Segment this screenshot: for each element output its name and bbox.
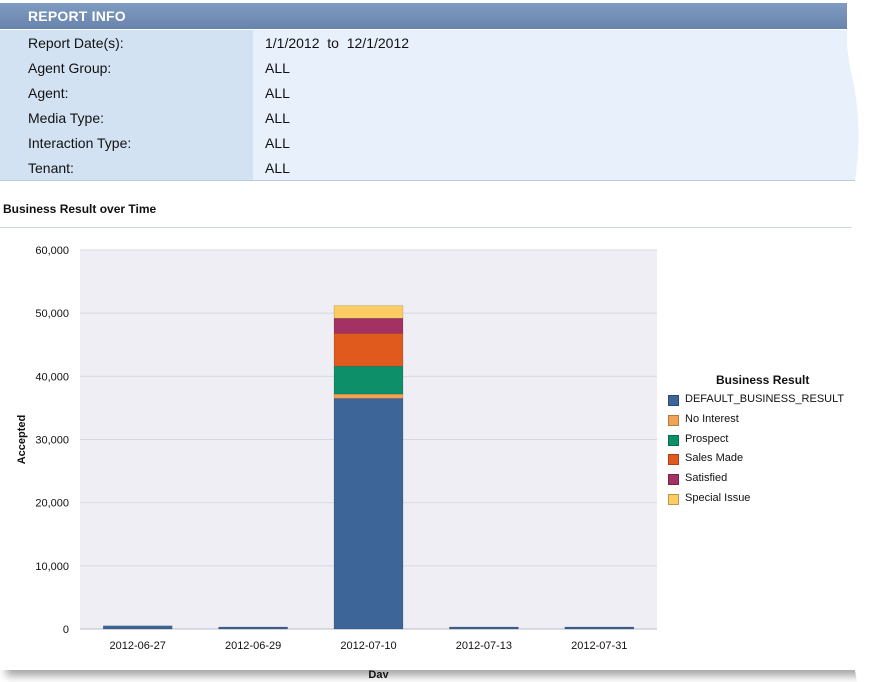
legend-label: DEFAULT_BUSINESS_RESULT [685,393,845,405]
legend-label: No Interest [685,412,739,425]
x-tick-label: 2012-07-31 [571,640,627,652]
chart-section-title: Business Result over Time [3,202,157,216]
legend-label: Satisfied [685,472,728,485]
y-tick-label: 40,000 [35,371,69,383]
x-tick-label: 2012-07-10 [340,640,396,652]
row-value: ALL [265,85,290,101]
row-label: Tenant: [28,160,74,176]
row-label: Agent: [28,85,69,101]
x-tick-label: 2012-06-27 [110,640,166,652]
row-value: ALL [265,110,290,126]
report-info-table: Report Date(s): 1/1/2012 to 12/1/2012 Ag… [0,30,872,181]
legend-label: Prospect [685,432,729,445]
legend-title: Business Result [716,373,810,387]
legend-swatch [668,414,679,426]
legend-label: Sales Made [685,452,744,465]
report-info-row-dates: Report Date(s): 1/1/2012 to 12/1/2012 [0,30,872,55]
bar-segment [449,626,519,630]
y-tick-label: 10,000 [35,561,69,573]
bar-segment [333,398,404,630]
legend-swatch [668,395,679,406]
x-axis-label: Day [368,669,389,678]
row-value: 1/1/2012 to 12/1/2012 [265,35,410,51]
y-tick-label: 60,000 [35,245,69,257]
legend-label: Special Issue [685,492,751,504]
legend-swatch [668,434,679,446]
row-label: Agent Group: [28,60,112,76]
bar-segment [218,626,288,630]
report-info-label-column [0,30,253,180]
report-info-row-agent: Agent: ALL [0,80,872,105]
x-tick-label: 2012-07-13 [456,640,512,652]
y-tick-label: 0 [63,624,69,636]
y-tick-label: 30,000 [35,435,69,447]
bar-segment [102,625,173,630]
bar-segment [333,365,404,395]
chart-divider [0,227,872,228]
row-label: Report Date(s): [28,35,124,51]
bar-segment [564,626,635,630]
row-value: ALL [265,60,290,76]
legend-swatch [668,474,679,486]
business-result-chart: 0 10,000 20,000 30,000 40,000 50,000 60,000 201… [16,245,657,678]
row-value: ALL [265,135,290,151]
x-tick-label: 2012-06-29 [225,640,281,652]
report-panel: REPORT INFO Report Date(s): 1/1/2012 to … [0,0,873,678]
y-tick-label: 20,000 [35,498,69,510]
bar-segment [333,333,404,367]
report-info-row-agent-group: Agent Group: ALL [0,55,872,80]
report-info-row-interaction-type: Interaction Type: ALL [0,130,872,155]
report-info-row-tenant: Tenant: ALL [0,155,872,180]
y-axis-label: Accepted [16,415,28,465]
torn-edge-decoration [847,0,887,682]
legend-swatch [668,494,679,505]
row-label: Media Type: [28,110,105,126]
bar-segment [333,317,404,334]
report-info-title: REPORT INFO [28,8,126,24]
legend-swatch [668,454,679,466]
y-tick-label: 50,000 [35,308,69,320]
bar-segment [333,305,404,319]
report-info-header: REPORT INFO [0,3,872,29]
row-label: Interaction Type: [28,135,132,151]
bar-segment [333,393,404,399]
row-value: ALL [265,160,290,176]
report-info-row-media-type: Media Type: ALL [0,105,872,130]
